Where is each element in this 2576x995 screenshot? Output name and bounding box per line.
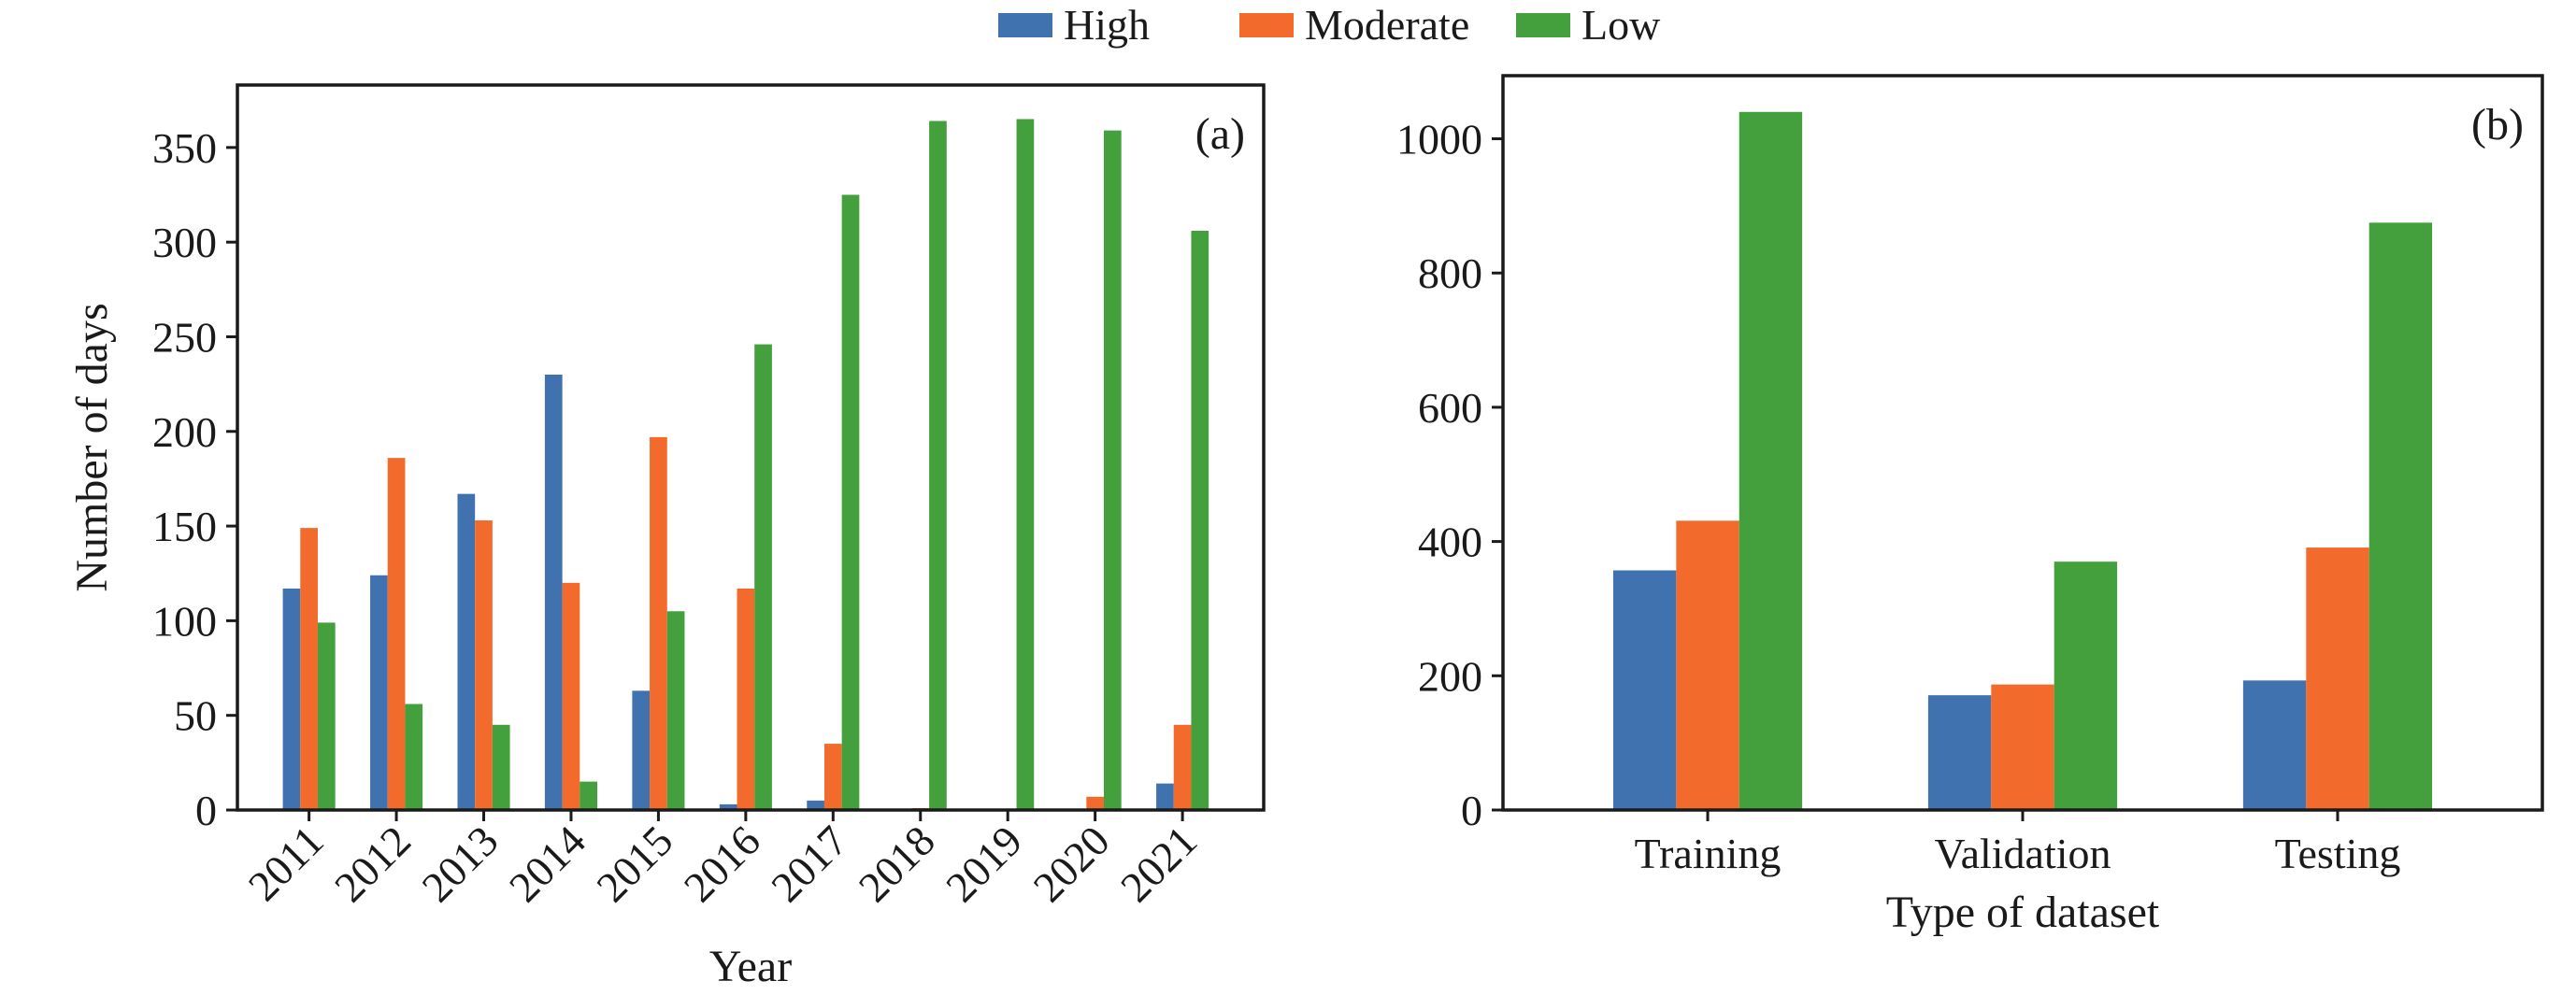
x-tick-label: 2017 (762, 817, 856, 911)
bar-moderate-training (1676, 520, 1739, 810)
x-tick-label: 2019 (937, 817, 1031, 911)
bar-high-testing (2242, 680, 2307, 810)
bar-high-2015 (632, 690, 651, 810)
bar-moderate-2017 (823, 744, 842, 810)
bar-high-2014 (544, 374, 563, 810)
bar-low-2014 (580, 781, 598, 810)
bar-moderate-2020 (1086, 796, 1104, 810)
bar-low-2020 (1103, 130, 1122, 810)
bar-moderate-2012 (387, 458, 406, 810)
bar-moderate-testing (2306, 547, 2369, 810)
panel-label: (a) (1195, 109, 1245, 159)
axes-frame (1501, 74, 2544, 812)
bar-high-2012 (370, 575, 388, 810)
x-tick-label: 2014 (500, 817, 594, 911)
legend-swatch-low (1516, 13, 1570, 37)
y-tick-label: 1000 (1396, 116, 1482, 163)
bar-low-testing (2368, 222, 2433, 810)
legend-label-high: High (1064, 1, 1150, 49)
x-tick-label: 2013 (412, 817, 507, 911)
x-axis-label: Year (709, 942, 792, 991)
x-tick-label: 2011 (239, 817, 333, 910)
bar-low-2011 (317, 622, 336, 810)
bar-low-2016 (754, 344, 772, 810)
bar-moderate-2011 (300, 528, 318, 810)
bar-moderate-2016 (737, 588, 755, 810)
y-axis-label: Number of days (67, 303, 117, 591)
panel-a-years: 2011201220132014201520162017201820192020… (67, 83, 1266, 991)
y-tick-label: 250 (152, 313, 217, 361)
x-tick-label: 2016 (675, 817, 769, 911)
bar-low-training (1739, 111, 1803, 811)
y-tick-label: 300 (152, 219, 217, 266)
bar-moderate-2013 (475, 520, 493, 810)
legend-swatch-high (998, 13, 1052, 37)
panel-b-dataset-types: Training Validation Testing 0 200 400 600 800 10… (1396, 74, 2544, 937)
bar-low-2019 (1016, 119, 1035, 810)
legend-label-moderate: Moderate (1305, 1, 1469, 49)
legend-swatch-moderate (1239, 13, 1294, 37)
bar-high-training (1612, 570, 1677, 810)
x-tick-label: 2020 (1024, 817, 1119, 911)
x-axis-label: Type of dataset (1886, 888, 2160, 937)
bar-low-validation (2054, 561, 2118, 810)
y-tick-label: 150 (152, 503, 217, 550)
panel-label: (b) (2471, 100, 2524, 149)
x-tick-label: 2021 (1111, 817, 1206, 911)
bar-high-2017 (807, 800, 824, 810)
bar-moderate-validation (1991, 684, 2054, 810)
legend-label-low: Low (1581, 1, 1661, 49)
x-tick-label: 2012 (325, 817, 420, 911)
y-tick-label: 0 (1461, 787, 1482, 834)
bar-high-2013 (457, 493, 476, 810)
bar-low-2021 (1191, 231, 1209, 810)
bar-high-2021 (1156, 783, 1174, 810)
y-tick-label: 0 (195, 787, 217, 834)
y-tick-label: 100 (152, 597, 217, 645)
y-tick-label: 200 (152, 408, 217, 456)
bar-low-2017 (841, 194, 860, 811)
bar-low-2012 (405, 704, 423, 810)
y-tick-label: 800 (1418, 249, 1482, 297)
x-tick-label: Training (1635, 830, 1782, 877)
x-tick-label: Testing (2275, 830, 2401, 877)
x-tick-label: 2018 (850, 817, 944, 911)
bar-low-2013 (492, 724, 510, 810)
bar-moderate-2015 (650, 436, 667, 810)
x-tick-label: 2015 (587, 817, 681, 911)
y-tick-label: 50 (174, 692, 217, 740)
bar-high-validation (1927, 695, 1992, 810)
axes-frame (236, 83, 1266, 812)
bar-high-2011 (282, 588, 301, 810)
y-tick-label: 600 (1418, 384, 1482, 432)
bar-low-2018 (929, 121, 947, 810)
y-tick-label: 400 (1418, 519, 1482, 566)
bar-high-2016 (719, 803, 737, 810)
bar-moderate-2021 (1173, 724, 1192, 810)
legend: High Moderate Low (998, 1, 1661, 49)
bar-moderate-2014 (562, 582, 580, 810)
y-tick-label: 200 (1418, 652, 1482, 700)
x-tick-label: Validation (1934, 830, 2111, 877)
bar-low-2015 (666, 611, 685, 810)
y-tick-label: 350 (152, 124, 217, 172)
